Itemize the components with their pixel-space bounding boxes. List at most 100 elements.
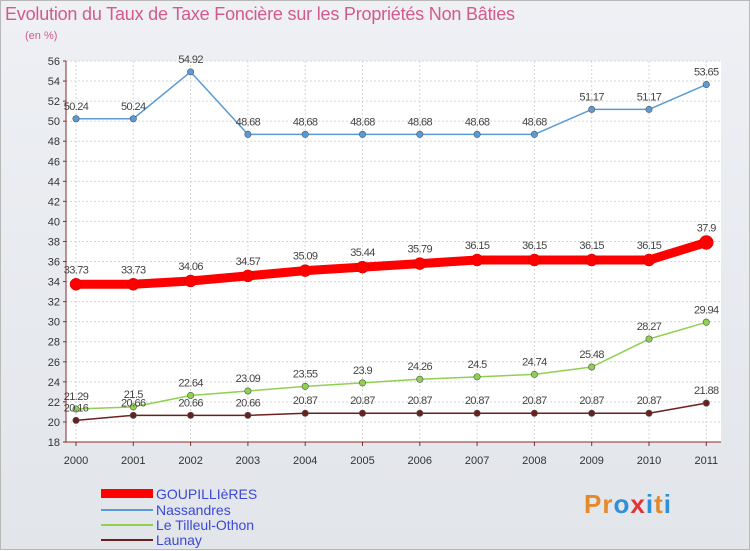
- x-tick-label: 2002: [178, 455, 202, 467]
- data-point: [588, 409, 596, 417]
- data-point: [72, 115, 80, 123]
- data-point: [301, 409, 309, 417]
- legend-label: Nassandres: [156, 502, 231, 518]
- data-point: [530, 370, 538, 378]
- data-label: 36.15: [522, 240, 547, 252]
- data-point: [358, 130, 366, 138]
- data-point: [298, 264, 312, 277]
- data-label: 29.94: [694, 304, 719, 316]
- data-label: 37.9: [697, 222, 716, 234]
- x-tick-label: 2009: [579, 455, 603, 467]
- y-tick-label: 30: [48, 317, 60, 329]
- data-label: 36.15: [637, 240, 662, 252]
- y-tick-label: 48: [48, 136, 60, 148]
- data-label: 20.87: [637, 395, 662, 407]
- data-label: 23.09: [236, 373, 261, 385]
- data-label: 24.5: [468, 359, 487, 371]
- data-point: [187, 411, 195, 419]
- logo-letter: i: [663, 489, 672, 519]
- data-label: 21.5: [124, 389, 143, 401]
- x-tick-label: 2007: [465, 455, 489, 467]
- data-label: 20.16: [64, 402, 89, 414]
- y-tick-label: 50: [48, 116, 60, 128]
- x-tick-label: 2003: [236, 455, 260, 467]
- data-point: [702, 81, 710, 89]
- legend-swatch: [101, 509, 153, 511]
- data-point: [358, 409, 366, 417]
- data-label: 25.48: [579, 349, 604, 361]
- data-label: 23.55: [293, 368, 318, 380]
- data-point: [416, 130, 424, 138]
- data-point: [244, 387, 252, 395]
- data-label: 34.06: [178, 261, 203, 273]
- data-point: [72, 416, 80, 424]
- data-label: 22.64: [178, 377, 203, 389]
- series-line: [75, 402, 708, 422]
- y-tick-label: 56: [48, 56, 60, 68]
- data-label: 51.17: [579, 91, 604, 103]
- data-label: 48.68: [408, 116, 433, 128]
- data-label: 20.66: [236, 397, 261, 409]
- x-tick-label: 2001: [121, 455, 145, 467]
- y-tick-label: 26: [48, 357, 60, 369]
- data-label: 50.24: [64, 101, 89, 113]
- data-point: [530, 409, 538, 417]
- data-label: 48.68: [465, 116, 490, 128]
- data-label: 20.87: [293, 395, 318, 407]
- data-label: 35.44: [350, 247, 375, 259]
- data-point: [244, 411, 252, 419]
- plot-area: [66, 61, 721, 442]
- data-point: [129, 411, 137, 419]
- data-point: [129, 403, 137, 411]
- data-label: 48.68: [522, 116, 547, 128]
- data-label: 48.68: [350, 116, 375, 128]
- y-tick-label: 44: [48, 176, 60, 188]
- data-label: 34.57: [236, 256, 261, 268]
- data-label: 20.87: [579, 395, 604, 407]
- data-label: 20.87: [522, 395, 547, 407]
- x-tick-label: 2006: [408, 455, 432, 467]
- y-tick-label: 52: [48, 96, 60, 108]
- chart-subtitle: (en %): [25, 30, 58, 42]
- y-tick-label: 22: [48, 397, 60, 409]
- data-point: [699, 235, 714, 250]
- chart-title: Evolution du Taux de Taxe Foncière sur l…: [5, 4, 515, 24]
- x-tick-label: 2008: [522, 455, 546, 467]
- data-point: [588, 363, 596, 371]
- data-point: [358, 379, 366, 387]
- data-label: 20.66: [121, 397, 146, 409]
- data-label: 20.87: [408, 395, 433, 407]
- data-label: 53.65: [694, 67, 719, 79]
- data-point: [241, 269, 255, 283]
- data-point: [702, 399, 710, 407]
- y-tick-label: 46: [48, 156, 60, 168]
- legend-swatch: [101, 524, 153, 526]
- data-label: 35.79: [408, 244, 433, 256]
- x-tick-label: 2000: [64, 455, 88, 467]
- data-label: 48.68: [293, 116, 318, 128]
- data-point: [473, 130, 481, 138]
- data-label: 20.87: [350, 395, 375, 407]
- y-tick-label: 38: [48, 236, 60, 248]
- x-tick-label: 2004: [293, 455, 317, 467]
- y-tick-label: 36: [48, 257, 60, 269]
- data-point: [530, 130, 538, 138]
- data-label: 33.73: [121, 264, 146, 276]
- data-point: [184, 274, 197, 288]
- y-tick-label: 40: [48, 216, 60, 228]
- legend-swatch: [101, 489, 153, 498]
- data-label: 54.92: [178, 54, 203, 66]
- data-point: [129, 115, 137, 123]
- proxiti-logo: Proxiti: [584, 489, 672, 520]
- data-label: 33.73: [64, 264, 89, 276]
- data-point: [645, 335, 653, 343]
- data-label: 20.87: [465, 395, 490, 407]
- data-point: [187, 391, 195, 399]
- data-label: 28.27: [637, 321, 662, 333]
- data-label: 51.17: [637, 91, 662, 103]
- legend-label: Launay: [156, 532, 202, 548]
- legend-swatch: [101, 539, 153, 541]
- data-point: [416, 375, 424, 383]
- y-tick-label: 24: [48, 377, 60, 389]
